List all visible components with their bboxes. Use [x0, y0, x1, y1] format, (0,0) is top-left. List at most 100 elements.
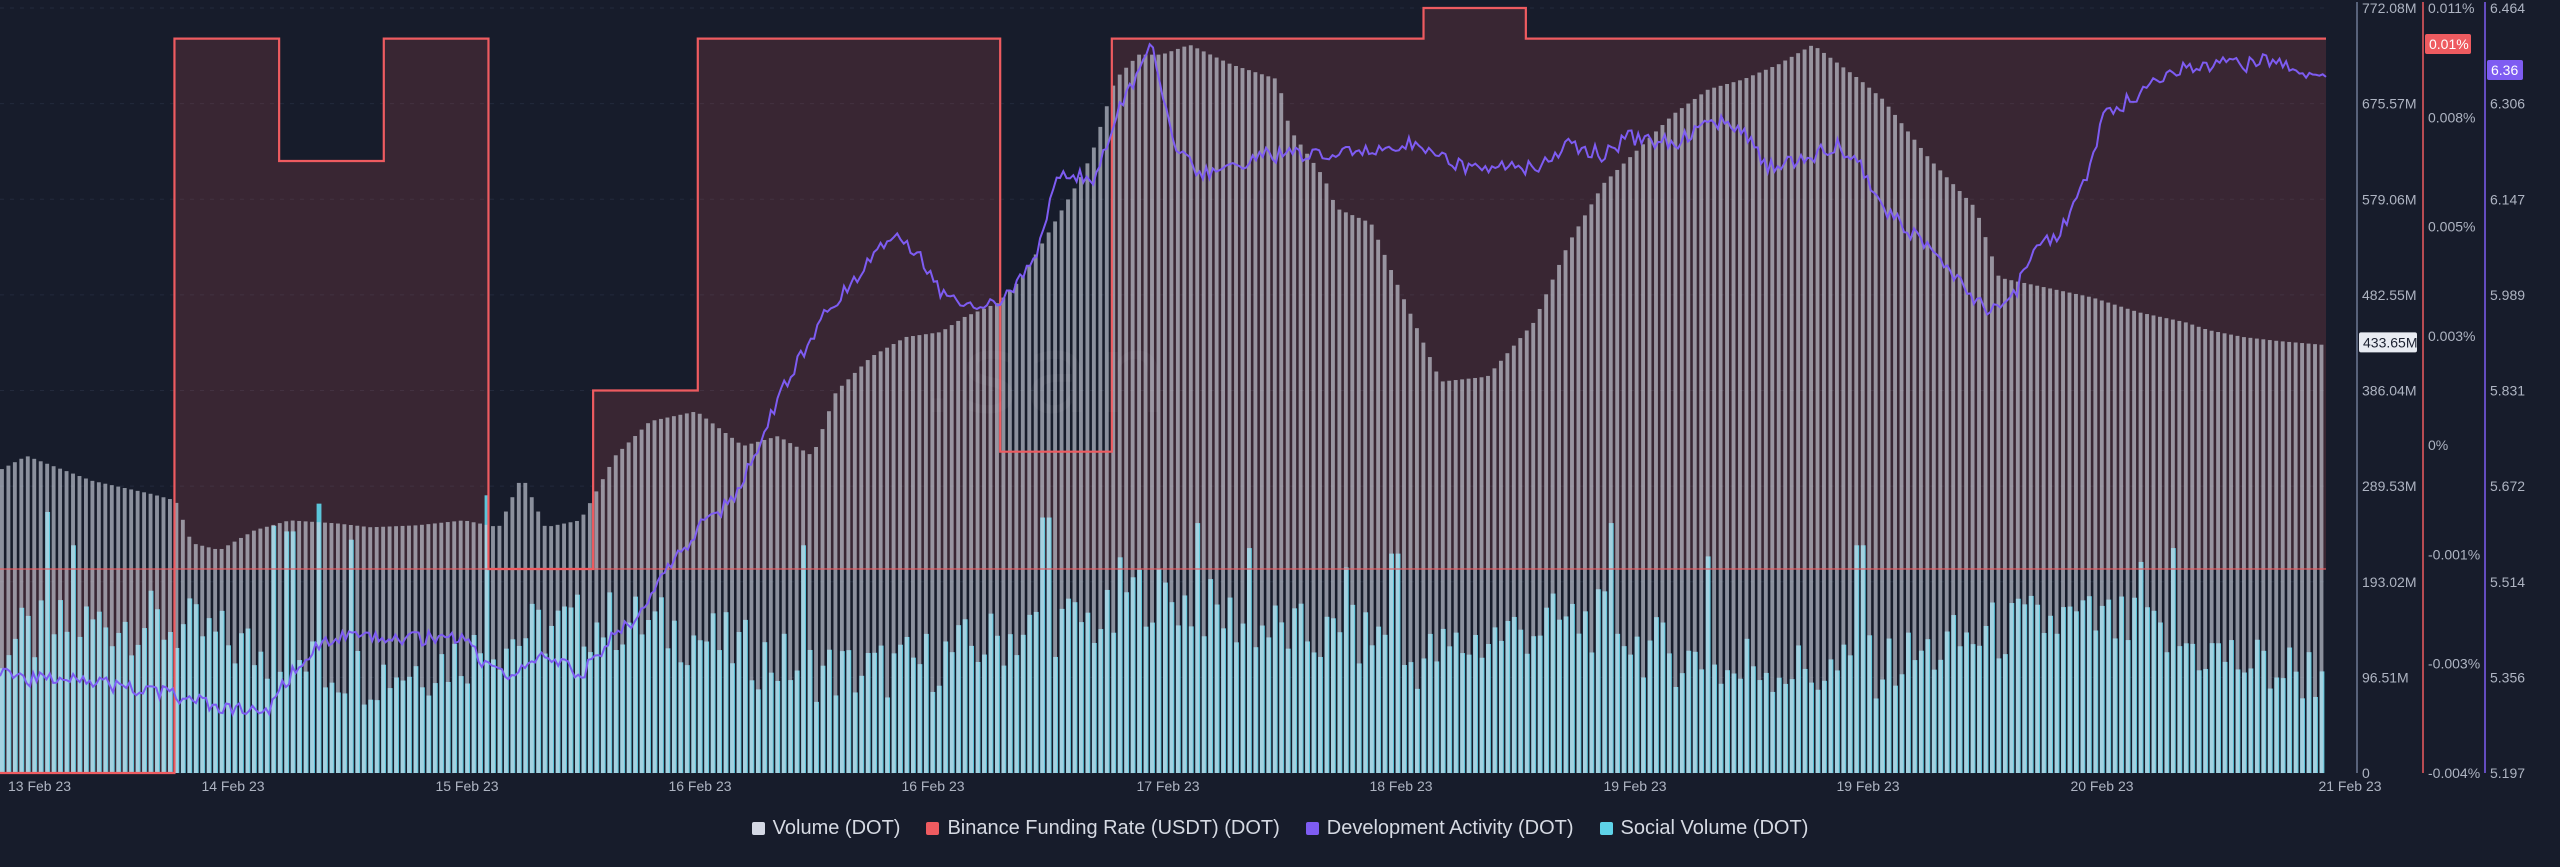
volume-bar — [1001, 297, 1006, 773]
volume-bar — [575, 520, 579, 773]
legend-item-social-volume[interactable]: Social Volume (DOT) — [1599, 817, 1808, 840]
volume-bar — [103, 483, 108, 773]
volume-bar — [1822, 52, 1826, 773]
volume-bar — [1796, 53, 1801, 774]
volume-bar — [1860, 82, 1865, 773]
volume-bar — [555, 524, 560, 773]
volume-bar — [1654, 131, 1658, 773]
volume-bar — [2151, 315, 2156, 773]
volume-bar — [1175, 48, 1180, 773]
volume-bar — [1479, 377, 1484, 773]
volume-bar — [2319, 344, 2324, 773]
volume-bar — [83, 478, 88, 773]
legend-item-funding-rate[interactable]: Binance Funding Rate (USDT) (DOT) — [926, 817, 1280, 840]
volume-bar — [32, 458, 37, 773]
volume-bar — [503, 511, 508, 773]
volume-bar — [1079, 177, 1083, 774]
volume-bar — [148, 493, 153, 773]
volume-bar — [161, 497, 166, 773]
volume-bar — [1460, 379, 1465, 773]
volume-bar — [1395, 284, 1400, 773]
volume-bar — [1382, 254, 1387, 774]
volume-bar — [239, 537, 243, 773]
volume-bar — [1531, 322, 1536, 773]
volume-bar — [1363, 220, 1368, 773]
funding-current-label-bg — [2425, 34, 2471, 54]
volume-bar — [1660, 125, 1665, 773]
volume-bar — [303, 521, 308, 773]
volume-bar — [413, 525, 418, 773]
legend-swatch-dev-activity — [1305, 822, 1319, 835]
volume-bar — [1369, 224, 1374, 773]
volume-bar — [45, 463, 50, 773]
volume-bar — [135, 490, 140, 773]
volume-bar — [1899, 123, 1904, 774]
volume-bar — [995, 303, 999, 773]
legend-item-volume[interactable]: Volume (DOT) — [751, 817, 900, 840]
volume-bar — [1085, 163, 1090, 774]
volume-bar — [1931, 163, 1936, 773]
volume-bar — [1091, 147, 1096, 774]
legend-item-dev-activity[interactable]: Development Activity (DOT) — [1305, 817, 1574, 840]
volume-bar — [2106, 302, 2111, 773]
volume-bar — [200, 545, 205, 773]
volume-bar — [1957, 191, 1962, 773]
volume-bar — [284, 521, 289, 773]
volume-bar — [1221, 60, 1226, 774]
volume-bar — [1802, 49, 1807, 774]
volume-bar — [1828, 57, 1833, 773]
volume-bar — [381, 526, 386, 773]
volume-bar — [2242, 337, 2246, 773]
volume-bar — [1208, 54, 1213, 774]
volume-bar — [1912, 139, 1917, 773]
volume-bar — [64, 471, 69, 773]
volume-bar — [1712, 87, 1717, 773]
volume-bar — [1873, 93, 1878, 774]
volume-bar — [1925, 156, 1930, 773]
volume-bar — [174, 502, 179, 773]
x-tick-label: 16 Feb 23 — [668, 778, 731, 794]
funding-tick-label: -0.003% — [2428, 656, 2480, 672]
volume-bar — [1990, 256, 1994, 773]
volume-bar — [180, 519, 185, 773]
volume-bar — [2216, 332, 2221, 773]
dev-current-label: 6.36 — [2491, 62, 2518, 78]
volume-bar — [1240, 68, 1245, 773]
dev-activity-line — [0, 42, 2327, 718]
volume-bar — [1692, 98, 1697, 774]
volume-bar — [2119, 306, 2124, 773]
volume-bar — [90, 480, 95, 773]
legend-label-dev-activity: Development Activity (DOT) — [1326, 817, 1574, 839]
volume-bar — [943, 329, 948, 773]
volume-bar — [852, 372, 857, 773]
volume-bar — [1634, 150, 1639, 773]
volume-bar — [348, 524, 353, 773]
dev-tick-label: 5.672 — [2490, 478, 2525, 494]
volume-bar — [613, 455, 618, 773]
volume-bar — [1699, 94, 1704, 773]
volume-bar — [1227, 63, 1232, 773]
volume-bar — [549, 526, 554, 773]
volume-bar — [1150, 54, 1154, 774]
volume-bar — [1272, 78, 1277, 774]
volume-bar — [1783, 60, 1788, 774]
volume-bar — [801, 450, 806, 773]
volume-bar — [743, 445, 747, 773]
volume-bar — [71, 473, 75, 773]
volume-bar — [671, 416, 676, 773]
dev-tick-label: 5.514 — [2490, 574, 2525, 590]
funding-tick-label: 0% — [2428, 437, 2448, 453]
volume-tick-label: 289.53M — [2362, 478, 2416, 494]
volume-bar — [1292, 135, 1297, 773]
volume-bar — [1033, 254, 1038, 774]
volume-bar — [400, 525, 405, 773]
volume-bar — [1124, 67, 1129, 773]
volume-bar — [956, 320, 961, 773]
volume-bar — [949, 325, 954, 773]
volume-bar — [1563, 250, 1568, 773]
volume-bar — [1570, 237, 1574, 773]
volume-bar — [1201, 51, 1206, 773]
x-tick-label: 20 Feb 23 — [2070, 778, 2133, 794]
volume-bar — [775, 436, 780, 773]
volume-bar — [1628, 157, 1633, 773]
